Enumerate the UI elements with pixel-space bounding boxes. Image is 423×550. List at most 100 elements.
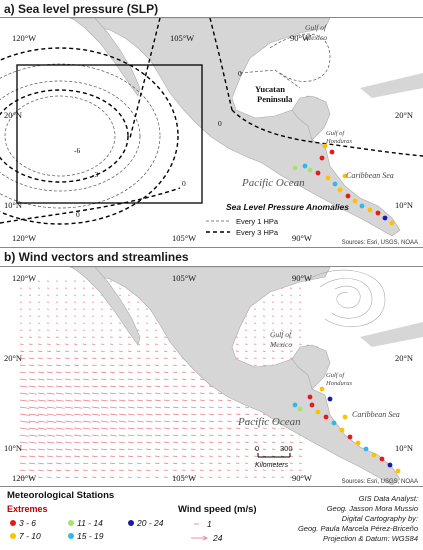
legend-every-3hpa: Every 3 HPa (236, 228, 279, 237)
wind-vector (208, 399, 214, 402)
wind-vector (37, 476, 43, 479)
red-dot-icon (10, 520, 16, 526)
wind-vector (64, 392, 73, 395)
wind-vector (226, 427, 232, 429)
wind-vector (64, 413, 74, 416)
legend-class-7-10: 7 - 10 (10, 531, 41, 541)
wind-vector (37, 455, 45, 458)
wind-vector (118, 357, 123, 359)
scale-unit: Kilometers (255, 462, 289, 469)
lon-lat-labels: 120°W 105°W 90°W 120°W 105°W 90°W 20°N 1… (4, 33, 413, 243)
contour-label-0c: 0 (218, 119, 222, 128)
wind-vector (73, 413, 83, 416)
wind-vector (55, 343, 60, 345)
credit-line: Projection & Datum: WGS84 (322, 534, 418, 543)
wind-vector (154, 378, 160, 381)
wind-vector (217, 441, 223, 443)
sources-a: Sources: Esri, USGS, NOAA (342, 240, 418, 246)
wind-vector (55, 462, 62, 465)
wind-vector (127, 427, 135, 430)
wind-vector (154, 469, 159, 471)
wind-vector (100, 434, 108, 437)
wind-vector (190, 455, 196, 457)
wind-vector (145, 392, 152, 395)
wind-vector (217, 406, 223, 409)
wind-vector (127, 357, 132, 359)
slp-map-svg: 120°W 105°W 90°W 120°W 105°W 90°W 20°N 1… (0, 18, 423, 246)
wind-vector (145, 448, 152, 451)
lat-right-10: 10°N (395, 200, 413, 210)
wind-vector (82, 476, 88, 478)
wind-vector (190, 399, 196, 402)
credit-line: GIS Data Analyst: (358, 494, 418, 503)
wind-vector (208, 455, 213, 457)
wind-vector (271, 427, 276, 429)
wind-vector (136, 427, 144, 430)
gulf-mexico-label-b1: Gulf of (270, 330, 292, 339)
wind-vector (73, 462, 80, 465)
wind-vector (28, 413, 39, 416)
wind-vector (109, 448, 116, 451)
land-yucatan-b (291, 344, 331, 390)
wind-vector (100, 441, 108, 444)
wind-vector (55, 399, 65, 402)
wind-vector (217, 427, 223, 430)
wind-vector (145, 413, 153, 416)
wind-vector (55, 413, 66, 416)
gulf-honduras-label-b1: Gulf of (326, 372, 345, 379)
wind-vector (118, 462, 124, 465)
wind-vector (37, 399, 47, 402)
wind-vector (28, 434, 38, 437)
wind-vector (19, 378, 27, 381)
wind-vector (46, 441, 55, 444)
lat-right-20-b: 20°N (395, 353, 413, 363)
wind-vector (145, 462, 151, 465)
wind-vector (127, 434, 135, 437)
wind-vector (46, 371, 53, 374)
contours-1hpa (0, 33, 331, 209)
wind-vector (19, 385, 28, 388)
wind-vector (46, 462, 53, 465)
wind-vector (136, 406, 144, 409)
wind-vector (118, 413, 127, 416)
wind-vector (208, 434, 214, 437)
wind-vector (28, 455, 36, 458)
wind-vector (244, 427, 249, 429)
wind-vector (46, 385, 55, 388)
wind-vector (181, 364, 186, 366)
wind-vector (55, 441, 64, 444)
wind-vector (235, 434, 240, 436)
wind-vector (127, 350, 132, 352)
wind-vector (28, 476, 34, 479)
legend-class-11-14: 11 - 14 (68, 518, 103, 528)
wind-vector (145, 378, 151, 381)
wind-vector (37, 413, 48, 416)
wind-vector (73, 441, 82, 444)
wind-vector (82, 406, 91, 409)
wind-vector (55, 476, 61, 479)
lat-right-20: 20°N (395, 110, 413, 120)
wind-vector (145, 406, 153, 409)
wind-vector (37, 385, 46, 388)
wind-vector (244, 406, 249, 408)
wind-vector (163, 427, 170, 430)
wind-vector (118, 350, 123, 352)
wind-vector (100, 420, 109, 423)
wind-vector (64, 434, 73, 437)
wind-vector (136, 364, 142, 366)
wind-vector (55, 427, 65, 430)
wind-vector (109, 350, 114, 352)
wind-vector (181, 448, 187, 451)
wind-vector (64, 448, 72, 451)
wind-vector (28, 385, 37, 388)
wind-vector (64, 364, 71, 367)
wind-vector (145, 399, 153, 402)
wind-vector (118, 406, 127, 409)
wind-vector (181, 434, 188, 437)
wind-vector (136, 469, 142, 471)
wind-vector (82, 385, 90, 388)
wind-vector (118, 392, 126, 395)
cyan-dot-icon (68, 533, 74, 539)
wind-vector (73, 406, 83, 409)
wind-vector (226, 441, 231, 443)
